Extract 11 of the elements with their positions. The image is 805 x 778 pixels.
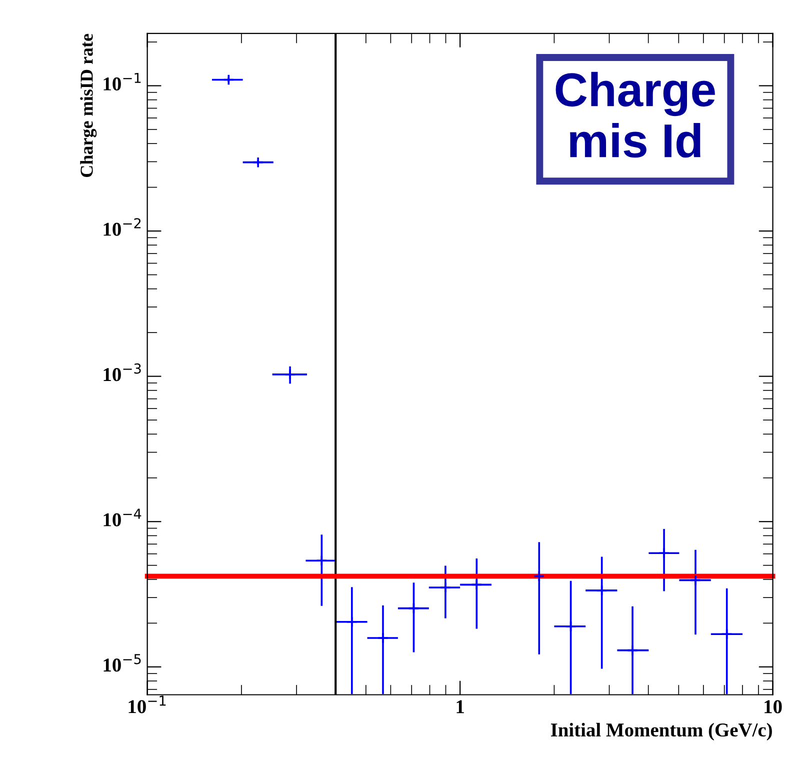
y-tick-label: 10$^{−1}$ (104, 72, 141, 90)
y-tick-label: 10$^{−5}$ (104, 654, 141, 672)
annotation: Charge mis Id (556, 72, 715, 158)
x-tick-label: 10$^{−1}$ (128, 696, 166, 714)
y-axis-title: Charge misID rate (80, 34, 97, 177)
y-tick-label: 10$^{−3}$ (104, 363, 141, 382)
y-tick-label: 10$^{−2}$ (104, 218, 141, 236)
x-tick-label: 1 (456, 700, 464, 714)
y-tick-label: 10$^{−4}$ (104, 508, 142, 526)
x-tick-label: 10 (764, 700, 782, 714)
x-axis-title: Initial Momentum (GeV/c) (550, 722, 772, 740)
